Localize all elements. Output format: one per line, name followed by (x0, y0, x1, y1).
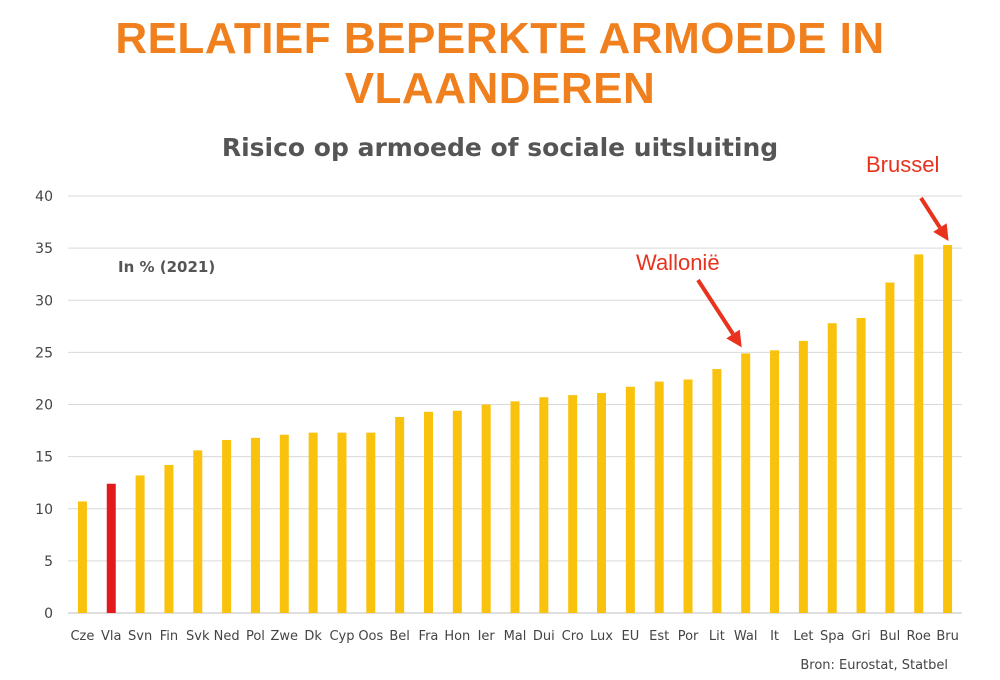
y-tick-label: 15 (35, 450, 53, 466)
x-tick-label: Cze (70, 629, 94, 644)
arrow-icon-wallonie-head (726, 329, 742, 348)
x-tick-label: Dk (304, 629, 322, 644)
y-tick-label: 10 (35, 502, 53, 518)
x-tick-label: Ier (478, 629, 496, 644)
x-tick-label: Roe (907, 629, 931, 644)
bar-est (654, 381, 664, 613)
bar-pol (250, 437, 260, 613)
source-note: Bron: Eurostat, Statbel (800, 658, 948, 673)
bar-mal (510, 401, 520, 613)
bar-bel (395, 417, 405, 613)
x-tick-label: Svk (186, 629, 210, 644)
y-tick-label: 30 (35, 293, 53, 309)
bar-roe (914, 254, 924, 613)
arrow-icon-wallonie-shaft (696, 278, 735, 336)
bar-gri (856, 317, 866, 613)
x-tick-label: Mal (504, 629, 527, 644)
bar-dk (308, 432, 318, 613)
y-tick-label: 40 (35, 189, 53, 205)
y-tick-label: 20 (35, 398, 53, 414)
headline-line-1: RELATIEF BEPERKTE ARMOEDE IN (115, 14, 885, 63)
bar-svk (193, 450, 203, 613)
bar-fin (164, 464, 174, 613)
x-tick-label: Hon (444, 629, 470, 644)
arrow-icon-brussel (919, 196, 949, 241)
arrow-icon-brussel-head (933, 223, 949, 241)
bar-let (798, 340, 808, 613)
bar-hon (452, 410, 462, 613)
bar-bul (885, 282, 895, 613)
x-tick-label: Zwe (271, 629, 299, 644)
x-tick-label: It (770, 629, 779, 644)
x-tick-label: Dui (533, 629, 555, 644)
x-tick-label: Cyp (329, 629, 354, 644)
bar-vla (106, 483, 116, 613)
bar-cze (77, 501, 87, 613)
x-tick-label: Wal (734, 629, 758, 644)
callout-brussel: Brussel (866, 152, 940, 177)
bar-bru (943, 244, 953, 613)
bar-eu (625, 386, 635, 613)
y-tick-label: 35 (35, 241, 53, 257)
x-tick-label: Oos (358, 629, 383, 644)
bar-fra (423, 411, 433, 613)
bar-zwe (279, 434, 289, 613)
bar-por (683, 379, 693, 613)
headline: RELATIEF BEPERKTE ARMOEDE IN VLAANDEREN (0, 14, 1000, 114)
x-tick-label: Por (678, 629, 699, 644)
bar-lux (597, 393, 607, 613)
bar-ier (481, 404, 491, 613)
x-tick-label: Lit (709, 629, 725, 644)
bar-ned (222, 439, 232, 613)
bar-wal (741, 353, 751, 613)
x-tick-label: Pol (246, 629, 265, 644)
y-tick-label: 25 (35, 345, 53, 361)
chart-title: Risico op armoede of sociale uitsluiting (221, 133, 779, 162)
x-tick-label: Fra (419, 629, 439, 644)
x-tick-label: Est (649, 629, 669, 644)
callout-wallonie: Wallonië (636, 250, 720, 275)
x-tick-label: Spa (820, 629, 844, 644)
x-tick-label: Ned (214, 629, 240, 644)
x-tick-label: Let (793, 629, 813, 644)
bar-spa (827, 323, 837, 613)
bar-it (770, 350, 780, 613)
x-tick-label: Vla (101, 629, 121, 644)
bar-dui (539, 397, 549, 613)
x-tick-label: Cro (562, 629, 584, 644)
headline-line-2: VLAANDEREN (344, 64, 656, 113)
x-tick-label: Lux (590, 629, 613, 644)
x-tick-label: Svn (128, 629, 152, 644)
y-tick-label: 0 (44, 606, 53, 622)
unit-note: In % (2021) (118, 258, 216, 276)
bar-lit (712, 369, 722, 613)
arrow-icon-brussel-shaft (919, 196, 942, 229)
x-tick-label: EU (621, 629, 639, 644)
x-tick-label: Bel (389, 629, 410, 644)
bar-oos (366, 432, 376, 613)
x-tick-label: Bru (936, 629, 959, 644)
arrow-icon-wallonie (696, 278, 742, 348)
bar-cro (568, 395, 578, 613)
bar-svn (135, 475, 145, 613)
x-tick-label: Gri (852, 629, 871, 644)
x-tick-label: Bul (880, 629, 901, 644)
y-tick-label: 5 (44, 554, 53, 570)
x-tick-label: Fin (160, 629, 178, 644)
bar-cyp (337, 432, 347, 613)
